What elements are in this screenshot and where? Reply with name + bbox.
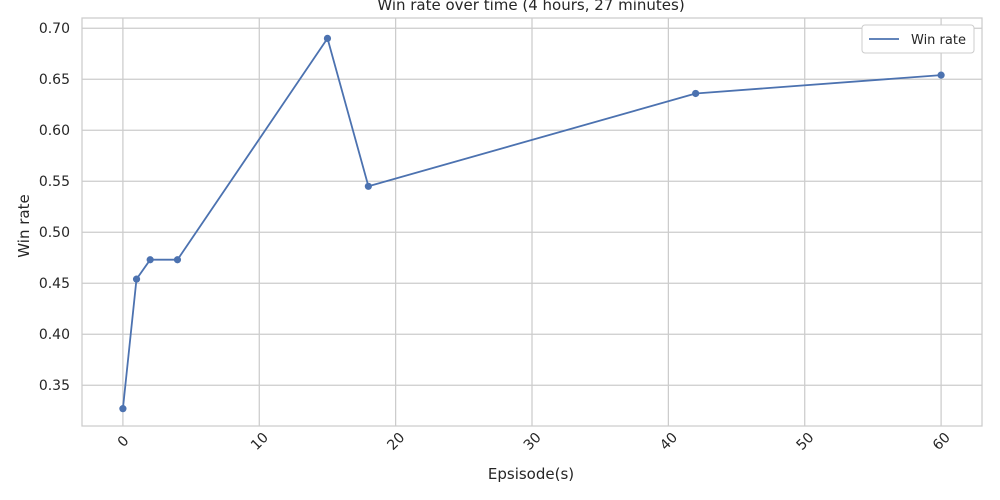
legend: Win rate [861,24,975,54]
chart-title: Win rate over time (4 hours, 27 minutes) [377,0,684,14]
data-point [323,34,332,43]
y-tick-label: 0.45 [39,276,70,292]
y-tick-label: 0.50 [39,225,70,241]
data-point [119,405,127,413]
x-axis-label: Epsisode(s) [488,465,574,483]
data-point [146,256,154,264]
y-axis-label: Win rate [15,194,33,257]
series-line-0 [122,37,942,409]
data-point [937,71,945,79]
y-tick-label: 0.65 [39,72,70,88]
legend-label: Win rate [911,33,966,48]
legend-box [861,24,975,54]
y-tick-label: 0.55 [39,174,70,190]
data-point [173,256,182,264]
y-tick-label: 0.60 [39,123,70,139]
data-point [132,275,141,283]
series-layer [119,34,945,413]
y-tick-label: 0.35 [39,378,70,394]
data-point [364,182,372,190]
data-point [692,89,700,98]
y-axis: 0.35 0.40 0.45 0.50 0.55 0.60 0.65 0.70 [39,21,70,394]
y-tick-label: 0.70 [39,21,70,37]
y-tick-label: 0.40 [39,327,70,343]
plot-frame [81,17,983,427]
